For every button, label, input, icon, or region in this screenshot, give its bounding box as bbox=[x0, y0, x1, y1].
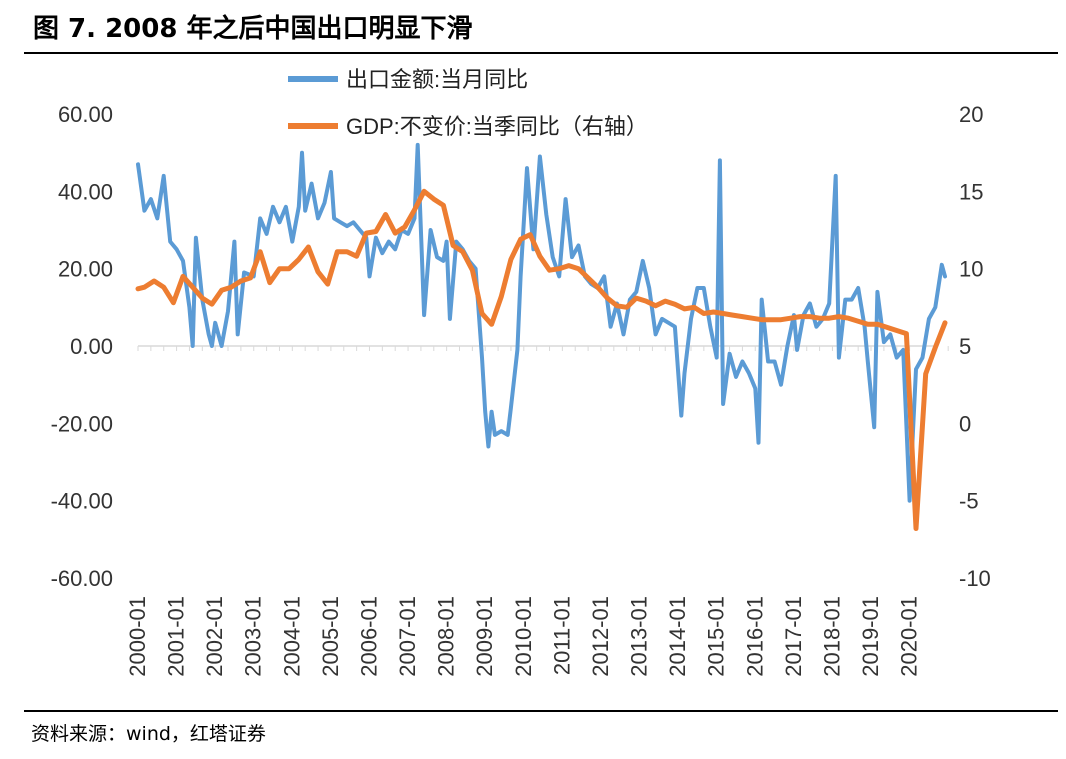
x-tick-label: 2017-01 bbox=[781, 596, 806, 677]
source-note: 资料来源：wind，红塔证券 bbox=[31, 723, 266, 745]
legend-label-export: 出口金额:当月同比 bbox=[346, 67, 528, 92]
x-tick-label: 2008-01 bbox=[434, 596, 459, 677]
chart-title: 图 7. 2008 年之后中国出口明显下滑 bbox=[33, 14, 473, 44]
source-rule bbox=[24, 710, 1058, 712]
left-axis-ticks: 60.00 40.00 20.00 0.00 -20.00 -40.00 -60.00 bbox=[51, 102, 113, 591]
x-tick-label: 2009-01 bbox=[472, 596, 497, 677]
right-tick-label: 15 bbox=[959, 179, 983, 204]
left-tick-label: -60.00 bbox=[51, 566, 113, 591]
x-tick-label: 2005-01 bbox=[318, 596, 343, 677]
left-tick-label: 0.00 bbox=[70, 334, 113, 359]
right-tick-label: 20 bbox=[959, 102, 983, 127]
x-tick-label: 2013-01 bbox=[627, 596, 652, 677]
left-tick-label: 20.00 bbox=[58, 257, 113, 282]
right-tick-label: 5 bbox=[959, 334, 971, 359]
legend-label-gdp: GDP:不变价:当季同比（右轴） bbox=[346, 114, 648, 139]
x-tick-label: 2006-01 bbox=[356, 596, 381, 677]
x-tick-label: 2014-01 bbox=[665, 596, 690, 677]
series-line-gdp bbox=[135, 188, 948, 531]
title-rule bbox=[24, 52, 1058, 54]
x-tick-label: 2007-01 bbox=[395, 596, 420, 677]
x-tick-label: 2010-01 bbox=[511, 596, 536, 677]
right-tick-label: 0 bbox=[959, 411, 971, 436]
x-tick-label: 2012-01 bbox=[588, 596, 613, 677]
x-tick-label: 2018-01 bbox=[819, 596, 844, 677]
right-tick-label: 10 bbox=[959, 257, 983, 282]
x-tick-label: 2003-01 bbox=[241, 596, 266, 677]
series-line-export bbox=[136, 142, 947, 503]
legend: 出口金额:当月同比 GDP:不变价:当季同比（右轴） bbox=[288, 67, 648, 139]
x-tick-label: 2020-01 bbox=[897, 596, 922, 677]
right-axis-ticks: 20 15 10 5 0 -5 -10 bbox=[959, 102, 991, 591]
x-tick-label: 2002-01 bbox=[202, 596, 227, 677]
right-tick-label: -5 bbox=[959, 489, 979, 514]
x-tick-label: 2001-01 bbox=[164, 596, 189, 677]
left-tick-label: 40.00 bbox=[58, 179, 113, 204]
x-tick-label: 2016-01 bbox=[742, 596, 767, 677]
x-tick-label: 2015-01 bbox=[704, 596, 729, 677]
series-layer bbox=[135, 142, 948, 531]
right-tick-label: -10 bbox=[959, 566, 991, 591]
x-tick-label: 2000-01 bbox=[125, 596, 150, 677]
left-tick-label: 60.00 bbox=[58, 102, 113, 127]
x-axis: 2000-01 2001-01 2002-01 2003-01 2004-01 2005-… bbox=[125, 345, 949, 677]
left-tick-label: -40.00 bbox=[51, 489, 113, 514]
x-tick-label: 2011-01 bbox=[549, 596, 574, 675]
x-tick-label: 2004-01 bbox=[279, 596, 304, 677]
left-tick-label: -20.00 bbox=[51, 411, 113, 436]
x-tick-label: 2019-01 bbox=[858, 596, 883, 677]
